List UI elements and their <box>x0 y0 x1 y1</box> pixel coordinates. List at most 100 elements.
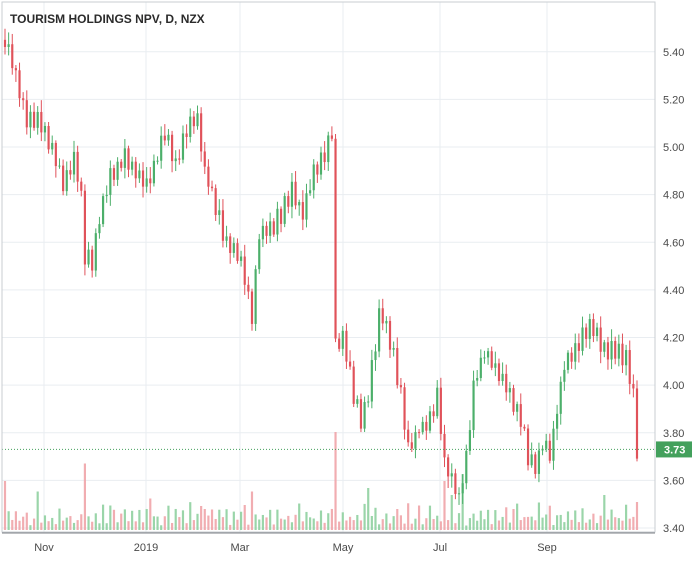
price-axis[interactable]: 3.40 3.60 3.80 4.00 4.20 4.40 4.60 4.80 5.00 5.20… <box>663 47 684 535</box>
candle <box>261 218 264 248</box>
volume-bar <box>486 509 490 530</box>
volume-bar <box>316 521 319 530</box>
candle <box>581 316 584 356</box>
volume-bar <box>247 524 250 530</box>
volume-bar <box>254 514 257 530</box>
candle <box>232 237 235 258</box>
volume-bar <box>348 516 352 530</box>
candle <box>512 384 515 416</box>
volume-bar <box>534 520 537 530</box>
candle <box>526 424 530 471</box>
candle <box>621 333 624 374</box>
volume-bar <box>501 516 504 530</box>
candle <box>501 362 504 386</box>
candle <box>181 125 185 164</box>
candle <box>120 159 123 172</box>
volume-bar <box>72 522 76 530</box>
candle <box>101 193 105 228</box>
candle <box>112 164 116 187</box>
candle <box>250 288 254 331</box>
volume-bar <box>94 513 97 530</box>
candle <box>269 212 272 243</box>
volume-bar <box>454 523 457 530</box>
candle <box>196 105 199 130</box>
time-axis[interactable]: Nov 2019 Mar May Jul Sep <box>2 532 655 554</box>
candle <box>523 424 526 432</box>
volume-bar <box>385 513 388 530</box>
candle <box>545 433 548 453</box>
candle <box>410 432 413 453</box>
volume-bar <box>436 515 439 530</box>
candle <box>479 349 482 382</box>
y-tick-label: 4.40 <box>663 285 684 297</box>
candle <box>298 199 301 216</box>
candle <box>392 341 395 357</box>
volume-bar <box>556 515 559 530</box>
volume-bar <box>338 521 341 530</box>
volume-bar <box>428 505 432 530</box>
candle <box>283 192 286 228</box>
volume-bar <box>163 516 166 530</box>
candle <box>14 65 17 82</box>
y-tick-label: 4.00 <box>663 380 684 392</box>
volume-bar <box>421 524 424 530</box>
candle <box>218 199 221 225</box>
candle <box>378 299 381 358</box>
candle <box>563 361 566 391</box>
candle <box>272 218 275 237</box>
candle <box>450 463 453 488</box>
volume-bar <box>381 519 384 530</box>
y-tick-label: 5.00 <box>663 142 684 154</box>
volume-bar <box>563 522 566 530</box>
candle <box>421 416 424 435</box>
candle <box>221 199 225 248</box>
candle <box>32 102 36 131</box>
volume-bars <box>3 432 639 530</box>
y-tick-label: 3.80 <box>663 428 684 440</box>
candle <box>247 276 250 300</box>
candle <box>363 396 366 432</box>
candle <box>534 451 537 479</box>
volume-bar <box>240 511 243 530</box>
candle <box>516 401 519 422</box>
candle <box>530 442 533 468</box>
volume-bar <box>603 495 606 530</box>
volume-bar <box>566 511 570 530</box>
candle <box>123 139 126 179</box>
volume-bar <box>69 516 72 530</box>
volume-bar <box>18 520 21 530</box>
candle <box>548 433 551 464</box>
volume-bar <box>570 519 573 530</box>
candle <box>385 316 388 334</box>
candle <box>62 159 65 196</box>
volume-bar <box>250 491 254 530</box>
candle <box>301 190 304 231</box>
volume-bar <box>192 520 195 530</box>
volume-bar <box>32 518 36 530</box>
volume-bar <box>101 504 105 530</box>
volume-bar <box>483 519 486 530</box>
candle <box>356 395 359 408</box>
candle <box>476 369 479 387</box>
volume-bar <box>443 481 446 530</box>
volume-bar <box>356 514 359 530</box>
candle <box>240 250 243 267</box>
volume-bar <box>595 523 599 530</box>
volume-bar <box>559 514 562 530</box>
candle <box>236 238 239 264</box>
volume-bar <box>214 518 217 530</box>
candle <box>592 313 595 343</box>
x-tick-label: Sep <box>537 542 557 554</box>
volume-bar <box>160 525 163 530</box>
candle <box>370 349 373 409</box>
volume-bar <box>581 508 584 530</box>
candle <box>414 425 417 459</box>
y-tick-label: 5.20 <box>663 94 684 106</box>
candle <box>214 184 217 221</box>
candle <box>11 33 14 75</box>
candle <box>461 474 464 504</box>
volume-bar <box>91 521 94 530</box>
volume-bar <box>432 518 435 530</box>
